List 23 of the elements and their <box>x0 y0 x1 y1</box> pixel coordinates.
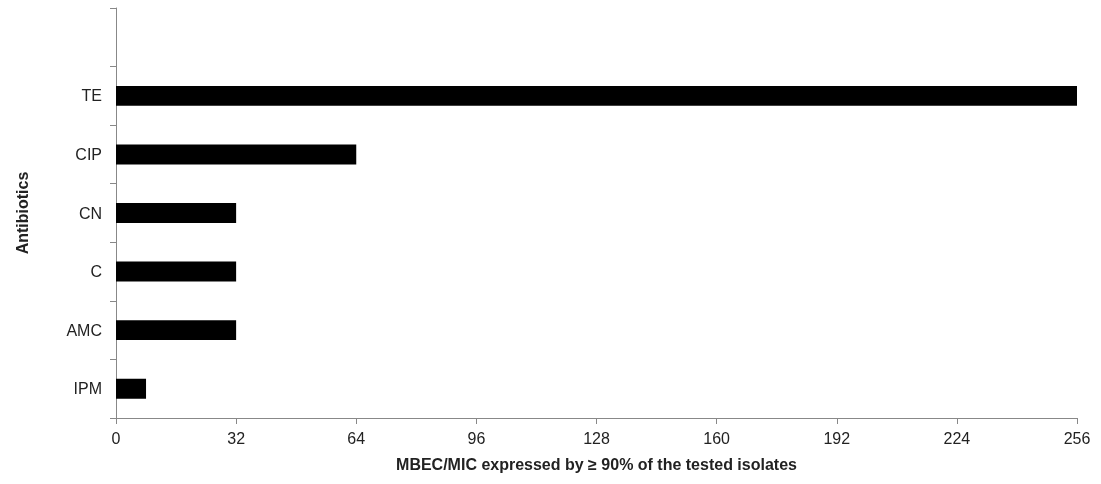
y-tick-label: IPM <box>73 380 102 398</box>
x-tick-label: 0 <box>111 429 121 447</box>
y-axis-title: Antibiotics <box>13 171 31 255</box>
x-tick-label: 224 <box>943 429 971 447</box>
bar <box>116 85 1077 106</box>
y-tick-label: AMC <box>66 321 102 339</box>
bar <box>116 203 237 223</box>
x-tick-label: 160 <box>703 429 731 447</box>
bar <box>116 320 237 341</box>
x-tick-label: 96 <box>467 429 486 447</box>
x-tick-label: 64 <box>347 429 366 447</box>
bar <box>116 378 147 399</box>
y-tick-label: CIP <box>75 145 102 163</box>
y-tick-label: C <box>90 263 102 281</box>
bar <box>116 261 237 282</box>
y-tick-label: TE <box>81 87 102 105</box>
x-tick-label: 128 <box>583 429 610 447</box>
x-axis-title: MBEC/MIC expressed by ≥ 90% of the tested isolates <box>396 455 798 473</box>
x-tick-label: 192 <box>823 429 851 447</box>
x-tick-label: 32 <box>227 429 246 447</box>
x-tick-label: 256 <box>1063 429 1091 447</box>
bar <box>116 144 357 165</box>
y-tick-label: CN <box>78 204 102 222</box>
